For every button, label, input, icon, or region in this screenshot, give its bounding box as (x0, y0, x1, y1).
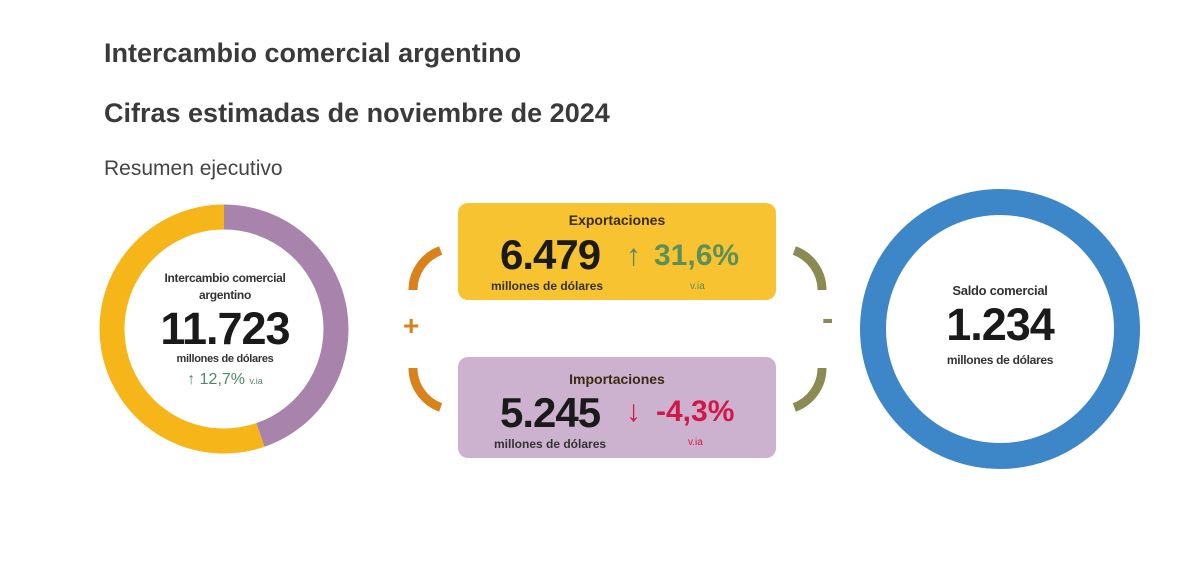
donut-slice-exportaciones (99, 204, 265, 454)
donut-slice-saldo-comercial (860, 189, 1140, 469)
imports-unit: millones de dólares (494, 437, 607, 451)
exports-label: Exportaciones (568, 212, 666, 228)
total-unit: millones de dólares (176, 353, 274, 365)
plus-operator: + (403, 310, 420, 341)
imports-change-suffix: v.ia (688, 437, 703, 448)
balance-donut-center: Saldo comercial 1.234 millones de dólare… (920, 283, 1080, 367)
donut-slice-importaciones (223, 204, 349, 447)
bracket-top-left (408, 246, 443, 291)
balance-unit: millones de dólares (946, 353, 1054, 367)
arrow-up-icon: ↑ (626, 239, 641, 272)
exports-value: 6.479 (500, 231, 601, 278)
total-donut-center: Intercambio comercial argentino 11.723 m… (150, 270, 300, 389)
arrow-up-icon: ↑ (187, 371, 196, 388)
arrow-down-icon: ↓ (626, 395, 641, 428)
exports-change: 31,6% (654, 239, 740, 272)
page-subtitle: Cifras estimadas de noviembre de 2024 (104, 98, 610, 128)
bracket-bottom-right (792, 367, 827, 412)
exports-unit: millones de dólares (491, 279, 604, 293)
total-label: Intercambio comercial argentino (164, 271, 286, 302)
section-label: Resumen ejecutivo (104, 157, 283, 180)
exports-box: Exportaciones 6.479 millones de dólares … (458, 203, 776, 300)
exports-change-suffix: v.ia (690, 281, 705, 292)
total-value: 11.723 (160, 303, 290, 354)
bracket-bottom-left (408, 367, 443, 412)
balance-label: Saldo comercial (952, 283, 1048, 298)
bracket-top-right (792, 246, 827, 291)
minus-operator: - (822, 300, 834, 338)
total-change-suffix: v.ia (249, 376, 263, 386)
imports-value: 5.245 (500, 389, 601, 436)
imports-label: Importaciones (569, 371, 665, 387)
imports-box: Importaciones 5.245 millones de dólares … (458, 357, 776, 458)
page-title: Intercambio comercial argentino (104, 38, 522, 68)
imports-change: -4,3% (656, 395, 735, 428)
total-change: 12,7% (199, 371, 246, 388)
balance-value: 1.234 (946, 299, 1055, 350)
